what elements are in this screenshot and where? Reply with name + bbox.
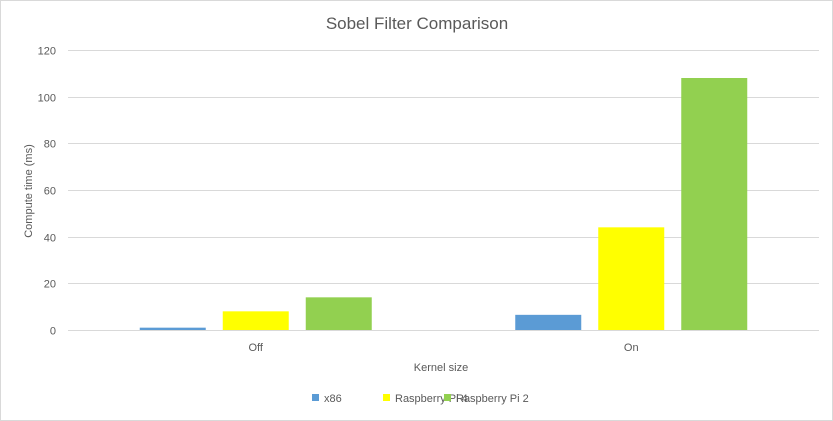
y-tick-label: 60 bbox=[44, 186, 56, 198]
y-tick-label: 100 bbox=[38, 93, 56, 105]
y-tick-label: 80 bbox=[44, 139, 56, 151]
bar-x86-off bbox=[139, 327, 206, 330]
x-tick-label: On bbox=[624, 342, 639, 354]
x-tick-labels: Off On bbox=[249, 342, 639, 354]
y-axis-label: Compute time (ms) bbox=[23, 144, 35, 238]
legend-swatch bbox=[444, 394, 451, 401]
legend-label: x86 bbox=[324, 393, 342, 405]
y-tick-label: 120 bbox=[38, 46, 56, 58]
x-tick-label: Off bbox=[249, 342, 264, 354]
bars bbox=[139, 78, 748, 330]
bar-raspberry-pi-2-off bbox=[305, 297, 372, 330]
y-tick-label: 20 bbox=[44, 279, 56, 291]
legend-label: Raspberry Pi 2 bbox=[456, 393, 529, 405]
bar-raspberry-pi-4-off bbox=[222, 311, 289, 330]
bar-x86-on bbox=[515, 314, 582, 330]
x-axis-label: Kernel size bbox=[414, 362, 468, 374]
gridlines bbox=[68, 50, 819, 331]
bar-raspberry-pi-4-on bbox=[598, 227, 665, 330]
y-tick-labels: 0 20 40 60 80 100 120 bbox=[38, 46, 56, 338]
bar-raspberry-pi-2-on bbox=[681, 78, 748, 330]
chart-title: Sobel Filter Comparison bbox=[326, 14, 508, 33]
y-tick-label: 40 bbox=[44, 233, 56, 245]
y-tick-label: 0 bbox=[50, 326, 56, 338]
legend-swatch bbox=[312, 394, 319, 401]
legend-swatch bbox=[383, 394, 390, 401]
